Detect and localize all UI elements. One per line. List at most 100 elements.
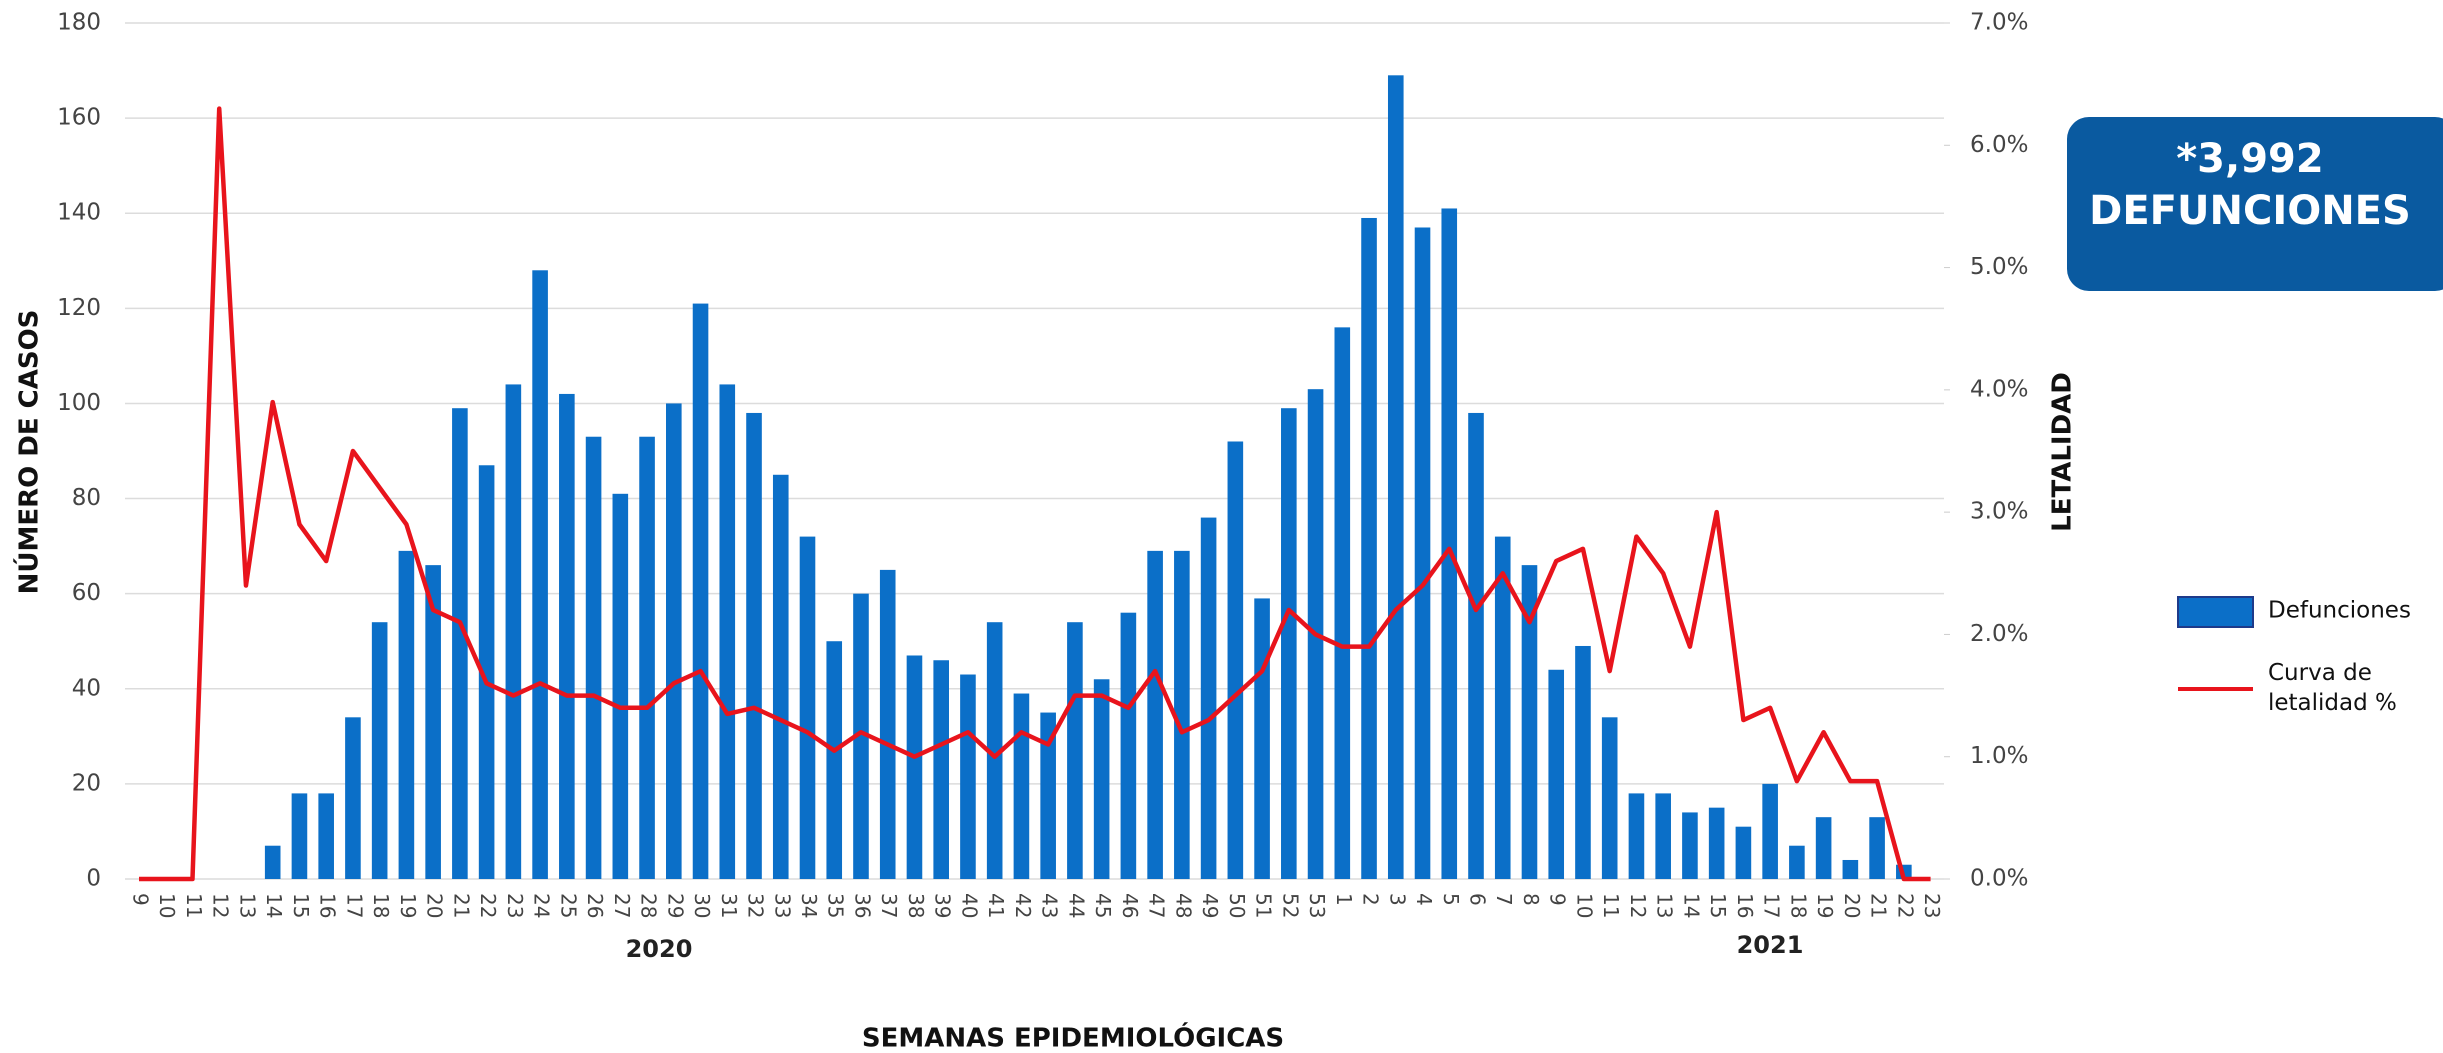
year-label: 2020 xyxy=(626,935,693,963)
x-tick-label: 20 xyxy=(1840,893,1864,918)
bar xyxy=(853,593,869,879)
x-tick-label: 19 xyxy=(396,893,420,918)
y-tick-label: 140 xyxy=(57,200,101,226)
x-tick-label: 1 xyxy=(1332,893,1356,906)
bar xyxy=(318,793,334,879)
bar xyxy=(1548,669,1565,879)
total-box xyxy=(2067,117,2443,291)
bar xyxy=(1147,550,1163,879)
legend-swatch xyxy=(2177,596,2254,628)
year-label: 2021 xyxy=(1737,931,1804,959)
x-tick-label: 6 xyxy=(1466,893,1490,906)
x-tick-label: 17 xyxy=(1760,893,1784,918)
bar xyxy=(960,674,976,879)
x-tick-label: 10 xyxy=(1572,893,1596,918)
x-tick-label: 13 xyxy=(235,893,259,918)
y-tick-label: 60 xyxy=(72,580,101,606)
y2-axis-title: LETALIDAD xyxy=(2048,372,2078,532)
bar xyxy=(1842,859,1859,879)
y2-tick-label: 7.0% xyxy=(1970,10,2028,36)
legend-label: Curva de letalidad % xyxy=(2268,660,2397,716)
bar xyxy=(1762,783,1778,879)
bar xyxy=(505,384,522,879)
x-tick-label: 9 xyxy=(129,893,153,906)
y2-tick-label: 4.0% xyxy=(1970,376,2028,402)
y2-tick-label: 5.0% xyxy=(1970,254,2028,280)
x-tick-label: 38 xyxy=(904,893,928,918)
x-tick-label: 34 xyxy=(797,893,821,918)
x-tick-label: 26 xyxy=(583,893,607,918)
bar xyxy=(986,622,1003,879)
x-tick-label: 15 xyxy=(1706,893,1730,918)
bar xyxy=(1093,679,1110,879)
x-tick-label: 12 xyxy=(1626,893,1650,918)
x-tick-label: 11 xyxy=(182,893,206,918)
bar xyxy=(1735,826,1752,879)
bar xyxy=(772,474,789,879)
x-tick-label: 48 xyxy=(1171,893,1195,918)
y-tick-label: 120 xyxy=(57,295,101,321)
x-tick-label: 22 xyxy=(1893,893,1917,918)
x-tick-label: 22 xyxy=(476,893,500,918)
x-tick-label: 18 xyxy=(1786,893,1810,918)
y-tick-label: 20 xyxy=(72,770,101,796)
x-tick-label: 41 xyxy=(984,893,1008,918)
x-tick-label: 14 xyxy=(262,893,286,918)
x-tick-label: 47 xyxy=(1145,893,1169,918)
bar xyxy=(1281,408,1297,879)
bar xyxy=(425,565,441,879)
x-tick-label: 50 xyxy=(1225,893,1249,918)
x-tick-label: 52 xyxy=(1278,893,1302,918)
legend-label: Defunciones xyxy=(2268,598,2411,624)
y-tick-label: 160 xyxy=(57,105,101,131)
bar xyxy=(1869,817,1885,879)
bar xyxy=(264,845,281,879)
x-tick-label: 28 xyxy=(637,893,661,918)
x-tick-label: 3 xyxy=(1385,893,1409,906)
y-tick-label: 180 xyxy=(57,10,101,36)
x-tick-label: 40 xyxy=(957,893,981,918)
bar xyxy=(1628,793,1645,879)
x-tick-label: 53 xyxy=(1305,893,1329,918)
x-tick-label: 21 xyxy=(449,893,473,918)
bar xyxy=(692,303,709,880)
bar xyxy=(559,393,575,879)
bar xyxy=(585,436,602,879)
bar xyxy=(452,408,468,879)
total-number: *3,992 xyxy=(2176,136,2323,182)
bar xyxy=(1387,75,1404,880)
y2-tick-label: 6.0% xyxy=(1970,132,2028,158)
bar xyxy=(1361,217,1377,879)
x-tick-label: 29 xyxy=(663,893,687,918)
y-tick-label: 100 xyxy=(57,390,101,416)
x-tick-label: 2 xyxy=(1359,893,1383,906)
bar xyxy=(1468,412,1484,879)
y-axis-title: NÚMERO DE CASOS xyxy=(13,310,45,595)
bar xyxy=(1575,645,1591,879)
x-tick-label: 49 xyxy=(1198,893,1222,918)
bar xyxy=(719,384,736,879)
bar xyxy=(1254,598,1270,879)
x-tick-label: 18 xyxy=(369,893,393,918)
x-tick-label: 16 xyxy=(1733,893,1757,918)
y2-tick-label: 0.0% xyxy=(1970,866,2028,892)
bar xyxy=(666,403,682,879)
bar xyxy=(799,536,816,879)
bar xyxy=(1708,807,1725,879)
bar xyxy=(1013,693,1030,879)
bar xyxy=(1414,227,1431,879)
x-tick-label: 20 xyxy=(423,893,447,918)
bar xyxy=(1040,712,1056,879)
bar xyxy=(1174,550,1190,879)
bar xyxy=(1067,622,1083,879)
y2-tick-label: 2.0% xyxy=(1970,621,2028,647)
bar xyxy=(639,436,655,879)
bar xyxy=(291,793,308,879)
bar xyxy=(612,493,629,879)
bar xyxy=(1494,536,1511,879)
x-tick-label: 39 xyxy=(931,893,955,918)
bar xyxy=(906,655,923,879)
bar xyxy=(478,465,495,879)
x-tick-label: 16 xyxy=(316,893,340,918)
x-tick-label: 31 xyxy=(717,893,741,918)
